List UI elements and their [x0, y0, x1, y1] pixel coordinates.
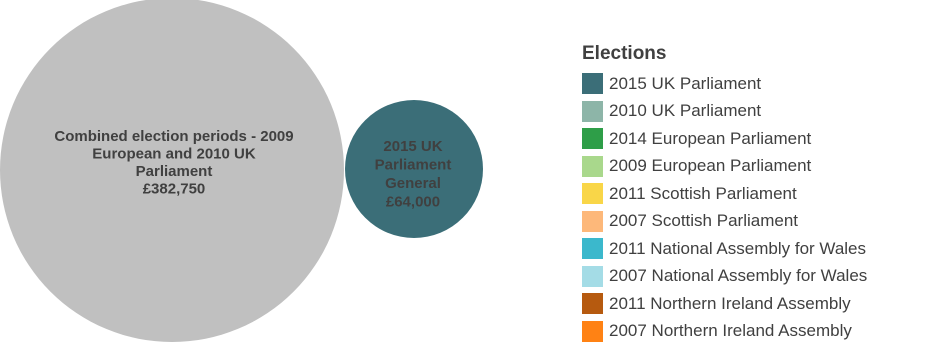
legend-label: 2011 Northern Ireland Assembly [609, 293, 851, 313]
legend-item[interactable]: 2014 European Parliament [582, 125, 867, 153]
bubble-label-line: £382,750 [143, 181, 206, 198]
legend-label: 2007 Northern Ireland Assembly [609, 321, 852, 341]
legend-item[interactable]: 2011 Northern Ireland Assembly [582, 290, 867, 318]
legend-label: 2011 National Assembly for Wales [609, 238, 867, 258]
bubble-label-line: Combined election periods - 2009 [54, 128, 293, 145]
legend-swatch [582, 100, 603, 122]
bubble-label-line: European and 2010 UK [92, 146, 256, 163]
legend-swatch [582, 128, 603, 150]
legend-item[interactable]: 2011 National Assembly for Wales [582, 235, 867, 263]
legend-swatch [582, 265, 603, 287]
bubble-label-combined: Combined election periods - 2009 European… [54, 128, 293, 198]
legend-swatch [582, 293, 603, 315]
bubble-label-line: Parliament [375, 157, 452, 174]
bubble-label-2015-uk: 2015 UK Parliament General £64,000 [375, 138, 452, 211]
bubble-label-line: 2015 UK [383, 138, 442, 155]
legend-item[interactable]: 2009 European Parliament [582, 153, 867, 181]
legend: Elections 2015 UK Parliament 2010 UK Parl… [582, 42, 867, 345]
legend-label: 2010 UK Parliament [609, 101, 762, 121]
legend-label: 2007 Scottish Parliament [609, 211, 798, 231]
bubble-label-line: Parliament [136, 163, 213, 180]
legend-title: Elections [582, 43, 667, 64]
legend-item[interactable]: 2010 UK Parliament [582, 98, 867, 126]
legend-swatch [582, 238, 603, 260]
legend-swatch [582, 210, 603, 232]
legend-label: 2007 National Assembly for Wales [609, 266, 868, 286]
legend-swatch [582, 183, 603, 205]
bubble-combined-2009-2010[interactable] [0, 0, 344, 342]
legend-label: 2015 UK Parliament [609, 73, 762, 93]
legend-swatch [582, 73, 603, 95]
legend-label: 2014 European Parliament [609, 128, 812, 148]
bubble-label-line: General [385, 175, 441, 192]
bubble-label-line: £64,000 [386, 194, 440, 211]
legend-label: 2011 Scottish Parliament [609, 183, 797, 203]
legend-item[interactable]: 2011 Scottish Parliament [582, 180, 867, 208]
legend-item[interactable]: 2007 Northern Ireland Assembly [582, 318, 867, 346]
legend-item[interactable]: 2007 Scottish Parliament [582, 208, 867, 236]
legend-item[interactable]: 2015 UK Parliament [582, 70, 867, 98]
bubble-2015-uk-parliament[interactable] [345, 100, 483, 238]
legend-swatch [582, 155, 603, 177]
legend-items: 2015 UK Parliament 2010 UK Parliament 2014… [582, 70, 867, 345]
legend-label: 2009 European Parliament [609, 156, 812, 176]
legend-item[interactable]: 2007 National Assembly for Wales [582, 263, 867, 291]
bubble-chart: Combined election periods - 2009 European… [0, 0, 483, 342]
legend-swatch [582, 320, 603, 342]
